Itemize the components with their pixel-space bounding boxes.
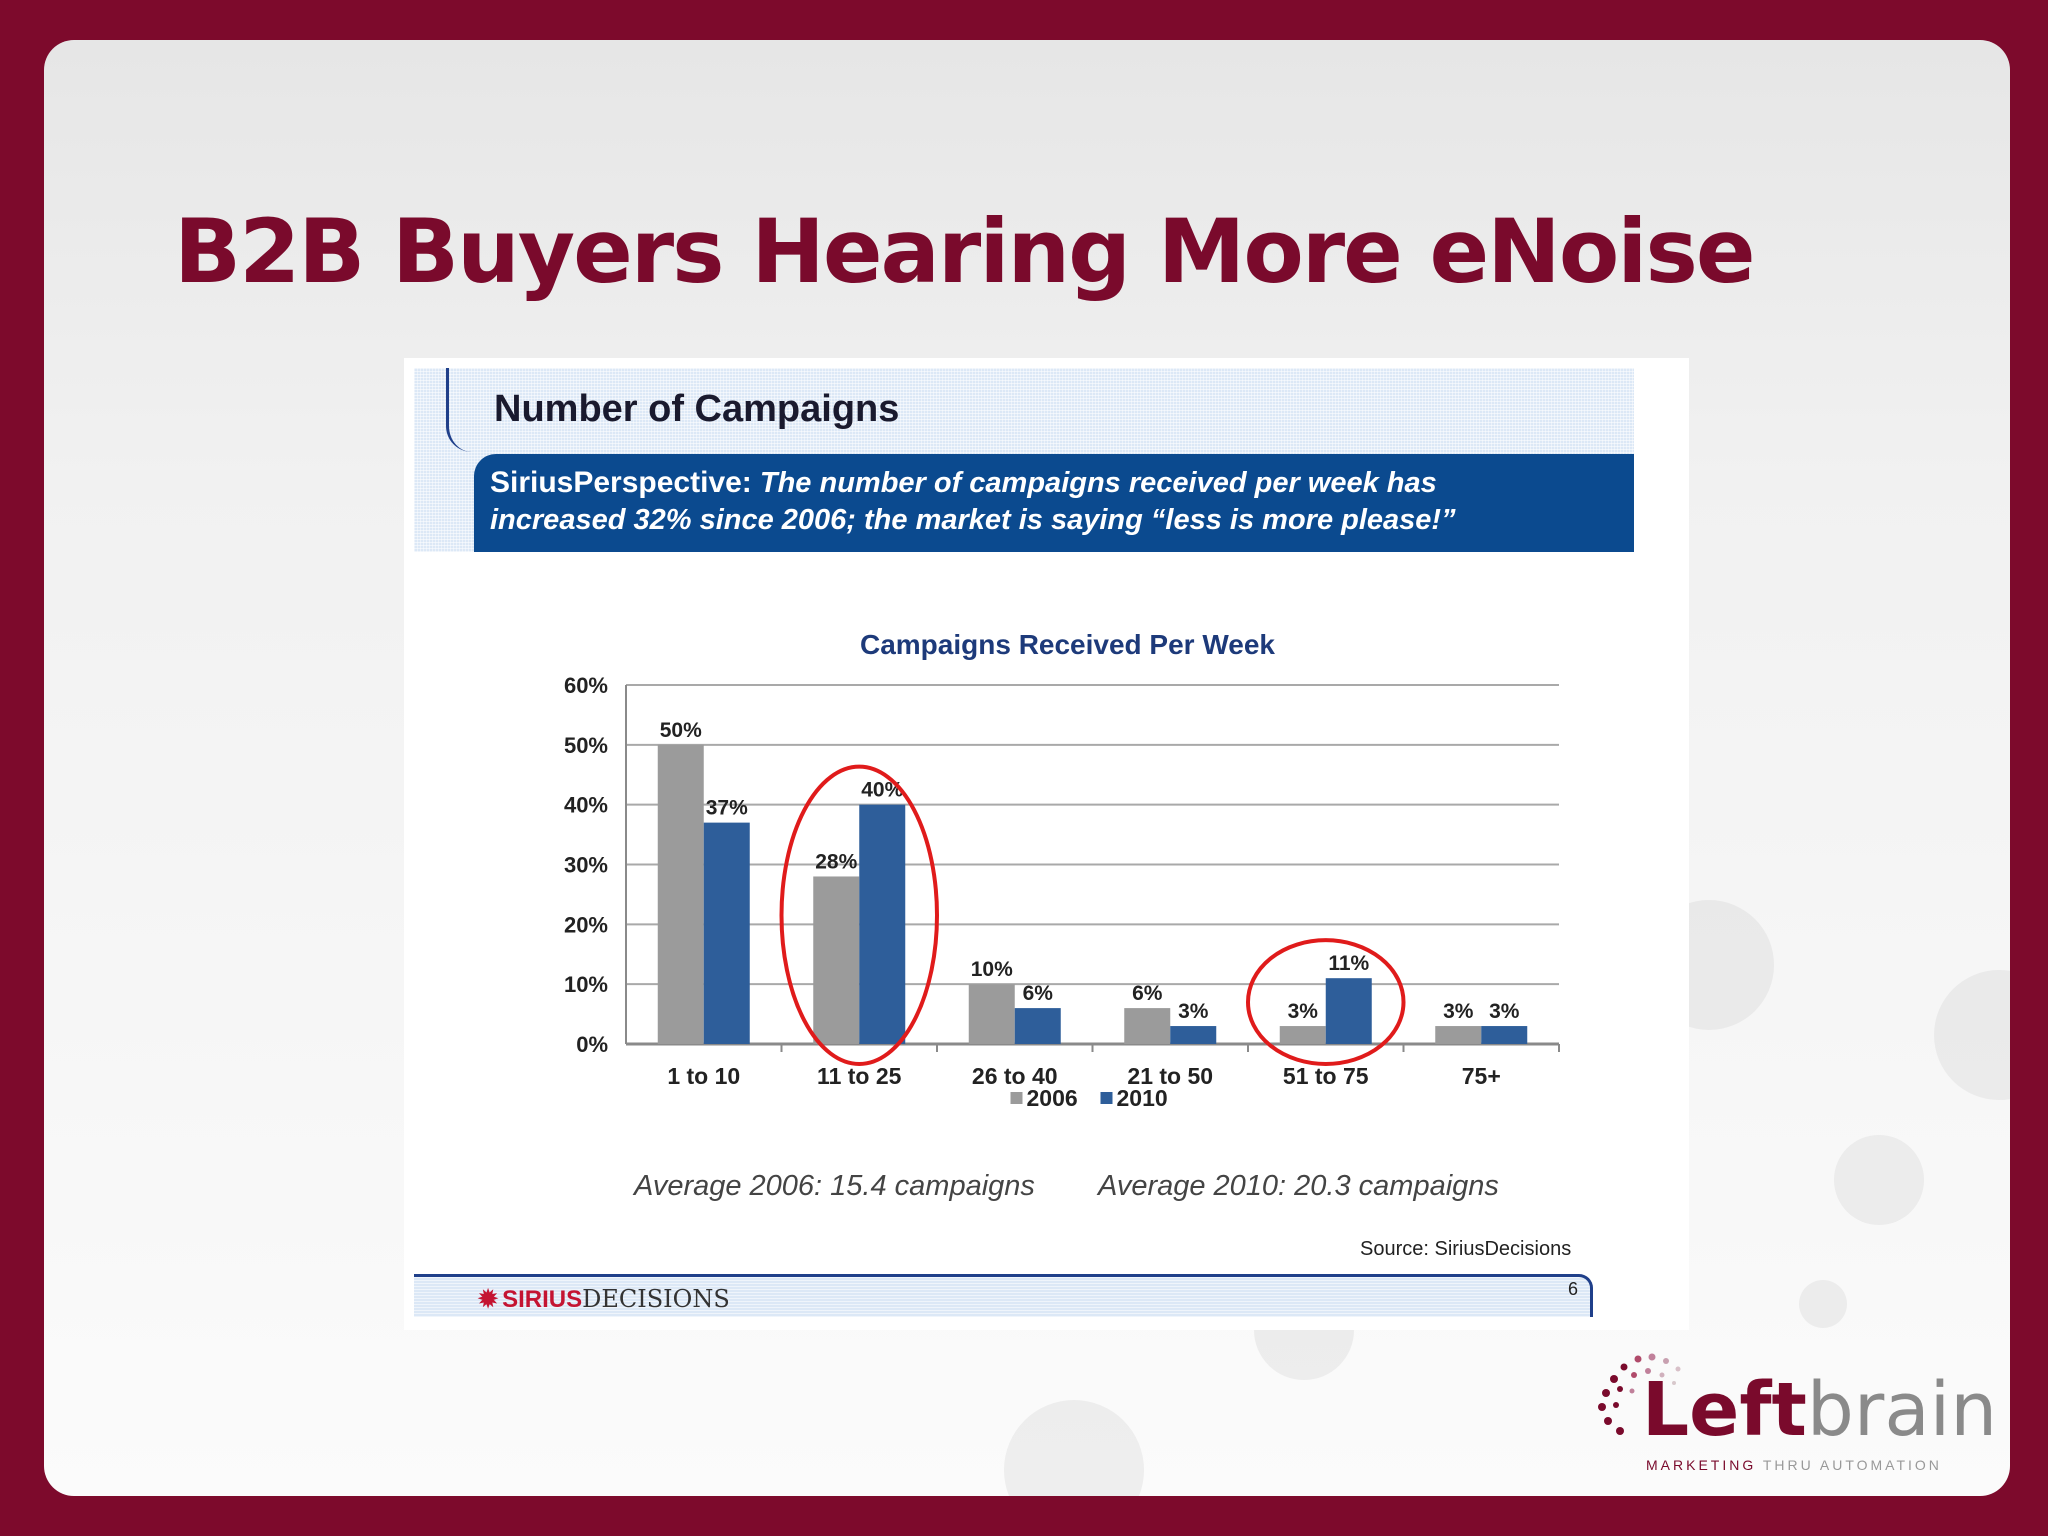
data-label: 6%	[1023, 982, 1054, 1005]
brand-word-right: brain	[1806, 1367, 1998, 1453]
bar-2006-0	[657, 744, 704, 1044]
legend-swatch-2010	[1100, 1092, 1113, 1104]
bar-2006-1	[813, 876, 860, 1044]
bar-chart: Campaigns Received Per Week 0% 10% 20% 30% 40…	[564, 629, 1560, 1111]
x-tick-label: 51 to 75	[1283, 1063, 1369, 1089]
average-2010: Average 2010: 20.3 campaigns	[1098, 1170, 1499, 1202]
highlight-circle	[1246, 938, 1406, 1067]
x-tick-label: 75+	[1462, 1063, 1501, 1089]
report-title: Number of Campaigns	[494, 388, 900, 430]
chart-title: Campaigns Received Per Week	[860, 629, 1275, 660]
perspective-text-2: increased 32% since 2006; the market is …	[490, 504, 1456, 536]
perspective-banner: SiriusPerspective: The number of campaig…	[474, 454, 1634, 552]
average-2006: Average 2006: 15.4 campaigns	[634, 1170, 1035, 1202]
highlight-circle	[779, 764, 939, 1066]
data-label: 3%	[1288, 1000, 1319, 1023]
bar-2006-3	[1124, 1008, 1171, 1044]
slide-title: B2B Buyers Hearing More eNoise	[174, 200, 1756, 303]
x-tick-label: 21 to 50	[1127, 1063, 1213, 1089]
page-number: 6	[1567, 1279, 1578, 1299]
data-label: 3%	[1178, 1000, 1209, 1023]
y-tick-label: 30%	[564, 853, 608, 878]
legend-label: 2006	[1027, 1085, 1078, 1111]
bar-2010-5	[1481, 1026, 1528, 1044]
embedded-report-slide: Number of Campaigns SiriusPerspective: T…	[404, 358, 1689, 1330]
bar-2006-5	[1435, 1026, 1482, 1044]
data-label: 11%	[1328, 952, 1369, 975]
source-note: Source: SiriusDecisions	[1360, 1238, 1572, 1260]
y-tick-label: 40%	[564, 793, 608, 818]
background-bubble	[1799, 1280, 1847, 1328]
x-tick-label: 11 to 25	[817, 1063, 902, 1089]
data-label: 37%	[706, 797, 748, 820]
slide: B2B Buyers Hearing More eNoise Number of…	[44, 40, 2010, 1496]
brand-tagline: MARKETING THRU AUTOMATION	[1646, 1457, 1942, 1473]
data-label: 50%	[660, 719, 702, 742]
siriusdecisions-logo: ✹ SIRIUSDECISIONS	[478, 1285, 730, 1314]
data-label: 3%	[1443, 1000, 1474, 1023]
data-label: 3%	[1489, 1000, 1520, 1023]
bar-2010-1	[859, 804, 906, 1044]
x-tick-label: 26 to 40	[972, 1063, 1058, 1089]
perspective-text-1: The number of campaigns received per wee…	[759, 467, 1437, 499]
data-label: 6%	[1132, 982, 1163, 1005]
brand-tag-rest: THRU AUTOMATION	[1762, 1457, 1942, 1473]
data-label: 40%	[861, 779, 903, 802]
bar-2006-4	[1279, 1026, 1326, 1044]
leftbrain-logo: Leftbrain MARKETING THRU AUTOMATION	[1594, 1345, 1997, 1485]
y-tick-label: 60%	[564, 673, 608, 698]
perspective-line-1: SiriusPerspective: The number of campaig…	[490, 466, 1437, 500]
legend-swatch-2006	[1010, 1092, 1023, 1104]
perspective-line-2: increased 32% since 2006; the market is …	[490, 504, 1456, 537]
y-tick-label: 0%	[576, 1032, 608, 1057]
legend-label: 2010	[1117, 1085, 1168, 1111]
logo-sirius: SIRIUS	[502, 1286, 583, 1313]
brand-wordmark: Leftbrain	[1642, 1367, 1997, 1453]
bar-2010-2	[1014, 1008, 1061, 1044]
data-label: 10%	[971, 958, 1013, 981]
background-bubble	[1004, 1400, 1144, 1496]
x-tick-label: 1 to 10	[667, 1063, 740, 1089]
data-label: 28%	[815, 850, 857, 873]
bar-2010-4	[1325, 978, 1372, 1044]
y-tick-label: 10%	[564, 972, 608, 997]
background-bubble	[1834, 1135, 1924, 1225]
bar-2010-0	[703, 822, 750, 1044]
y-tick-label: 20%	[564, 912, 608, 937]
gear-icon: ✹	[478, 1286, 499, 1313]
y-tick-label: 50%	[564, 733, 608, 758]
dot-cluster-icon	[1598, 1353, 1681, 1435]
bar-2006-2	[968, 984, 1015, 1044]
perspective-label: SiriusPerspective:	[490, 466, 752, 499]
brand-word-left: Left	[1642, 1367, 1807, 1453]
header-tab	[446, 368, 1637, 452]
report-footer: ✹ SIRIUSDECISIONS 6	[414, 1274, 1593, 1317]
logo-decisions: DECISIONS	[582, 1285, 730, 1313]
bar-2010-3	[1170, 1026, 1217, 1044]
background-bubble	[1934, 970, 2010, 1100]
brand-tag-marketing: MARKETING	[1646, 1457, 1757, 1473]
